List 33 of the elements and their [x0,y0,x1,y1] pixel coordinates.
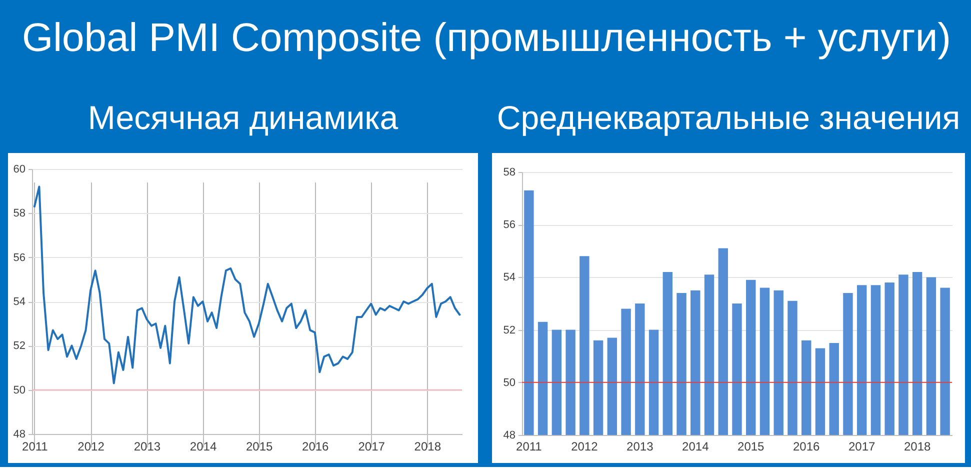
x-tick-label: 2015 [246,440,273,454]
x-tick-label: 2013 [626,440,654,454]
x-tick-label: 2011 [22,440,48,454]
x-tick-label: 2017 [358,440,386,454]
y-tick-label: 50 [13,384,26,396]
y-tick-label: 50 [503,376,516,389]
y-tick-label: 52 [503,324,516,336]
y-tick-label: 60 [13,164,26,176]
x-tick-label: 2014 [190,440,217,454]
chart-subtitle: Месячная динамика [88,99,399,136]
x-tick-label: 2012 [571,440,598,454]
x-tick-label: 2011 [516,440,542,454]
y-tick-label: 54 [503,272,516,284]
y-tick-label: 56 [503,219,516,232]
x-tick-label: 2013 [134,440,161,454]
x-tick-label: 2015 [738,440,765,454]
y-tick-label: 58 [503,166,516,178]
y-tick-label: 48 [503,430,516,442]
line-series [33,186,461,384]
y-tick-label: 52 [13,340,26,352]
x-tick-label: 2017 [848,440,876,454]
y-tick-label: 54 [13,296,26,308]
x-tick-label: 2014 [682,440,710,454]
x-tick-label: 2018 [904,440,931,454]
chart-title: Среднеквартальные значения [496,99,960,136]
y-tick-label: 48 [13,428,26,440]
chart-title: Global PMI Composite (промышленность + услуги) [22,16,951,60]
y-tick-label: 56 [13,252,26,264]
y-tick-label: 58 [13,208,26,220]
x-tick-label: 2016 [793,440,820,454]
x-tick-label: 2012 [78,440,105,454]
x-tick-label: 2016 [302,440,330,454]
x-tick-label: 2018 [414,440,442,454]
